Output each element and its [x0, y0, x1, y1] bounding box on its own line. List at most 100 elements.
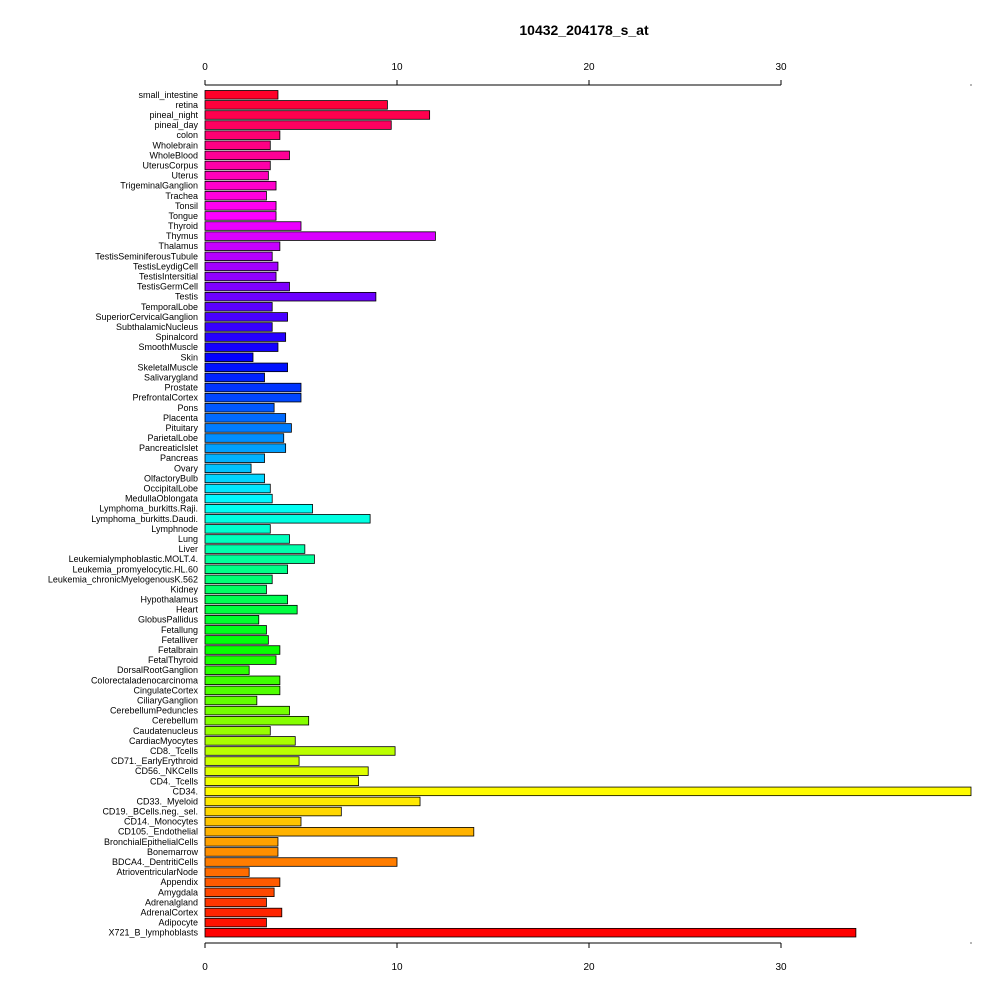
category-label: CingulateCortex [133, 685, 198, 695]
category-label: BronchialEpithelialCells [104, 837, 199, 847]
bar [204, 312, 288, 322]
bar [204, 130, 281, 140]
category-label: TestisLeydigCell [133, 261, 198, 271]
category-label: Bonemarrow [147, 847, 199, 857]
category-label: CD105._Endothelial [118, 827, 198, 837]
category-label: CD4._Tcells [150, 776, 199, 786]
category-label: GlobusPallidus [138, 615, 199, 625]
category-label: CerebellumPeduncles [110, 706, 199, 716]
bottom-axis: 0 10 20 30 [202, 942, 972, 973]
bar [204, 180, 277, 191]
category-label: Lung [178, 534, 198, 544]
category-label: MedullaOblongata [125, 494, 198, 504]
category-label: CD34. [172, 786, 198, 796]
category-label: Spinalcord [155, 332, 198, 342]
category-label: colon [176, 130, 198, 140]
bottom-tick-label: 10 [391, 962, 403, 973]
bar [204, 221, 302, 231]
bar [204, 514, 371, 524]
bar [204, 776, 360, 786]
bar [204, 756, 300, 766]
bar [204, 655, 277, 665]
category-label: Pons [177, 403, 198, 413]
bar [204, 897, 267, 908]
category-label: TemporalLobe [141, 302, 198, 312]
bar [204, 423, 292, 433]
category-label: Lymphoma_burkitts.Daudi. [91, 514, 198, 524]
category-label: Adrenalgland [145, 897, 198, 907]
bar [204, 524, 271, 534]
bottom-tick-label: 20 [583, 962, 595, 973]
category-label: Thymus [166, 231, 199, 241]
bar [204, 837, 279, 847]
category-label: OlfactoryBulb [144, 473, 198, 483]
category-label: SkeletalMuscle [137, 362, 198, 372]
bar [204, 907, 283, 918]
bar [204, 786, 972, 797]
category-label: CD71._EarlyErythroid [111, 756, 198, 766]
bar [204, 715, 310, 726]
bar [204, 503, 313, 514]
bars [204, 90, 972, 938]
category-label: Salivarygland [144, 372, 198, 382]
category-label: Leukemia_chronicMyelogenousK.562 [48, 574, 198, 584]
category-label: SmoothMuscle [138, 342, 198, 352]
category-label: ParietalLobe [147, 433, 198, 443]
category-label: OccipitalLobe [143, 484, 198, 494]
bar [204, 857, 398, 867]
bar [204, 564, 288, 574]
top-tick-label: 10 [391, 62, 403, 73]
bar [204, 726, 271, 736]
category-label: Lymphnode [151, 524, 198, 534]
bar [204, 877, 281, 887]
category-label: Pancreas [160, 453, 199, 463]
category-label: Leukemialymphoblastic.MOLT.4. [69, 554, 198, 564]
category-label: Kidney [170, 584, 198, 594]
bar [204, 594, 288, 605]
category-label: CD8._Tcells [150, 746, 199, 756]
bar [204, 534, 290, 544]
category-label: Uterus [171, 171, 198, 181]
top-axis: 0 10 20 30 [202, 62, 972, 86]
bar [204, 100, 388, 110]
bar [204, 917, 267, 928]
category-label: Amygdala [158, 887, 198, 897]
bar [204, 766, 369, 776]
bar [204, 453, 265, 463]
bottom-axis-end-mark [970, 942, 972, 944]
category-label: DorsalRootGanglion [117, 665, 198, 675]
bar [204, 806, 342, 817]
category-label: Thalamus [158, 241, 198, 251]
bar [204, 342, 279, 352]
bar [204, 544, 306, 554]
category-label: PrefrontalCortex [132, 393, 198, 403]
bar [204, 231, 436, 241]
bar [204, 695, 258, 706]
category-label: Appendix [160, 877, 198, 887]
category-label: Cerebellum [152, 716, 198, 726]
bar [204, 382, 302, 393]
category-label: Adipocyte [158, 918, 198, 928]
bar [204, 493, 273, 504]
bar [204, 261, 279, 272]
category-label: CiliaryGanglion [137, 696, 198, 706]
bar [204, 403, 275, 413]
bar [204, 847, 279, 857]
bar [204, 392, 302, 403]
category-label: Colorectaladenocarcinoma [91, 675, 198, 685]
bar [204, 271, 277, 282]
category-label: retina [175, 100, 198, 110]
bar [204, 827, 475, 837]
bar [204, 170, 269, 181]
category-label: Hypothalamus [140, 595, 198, 605]
category-label: Wholebrain [152, 140, 198, 150]
category-label: CD33._Myeloid [136, 796, 198, 806]
bar [204, 887, 275, 898]
bar [204, 90, 279, 100]
category-label: Heart [176, 605, 199, 615]
bar [204, 322, 273, 332]
category-label: TrigeminalGanglion [120, 181, 198, 191]
bar [204, 615, 260, 625]
category-label: AtrioventricularNode [116, 867, 198, 877]
